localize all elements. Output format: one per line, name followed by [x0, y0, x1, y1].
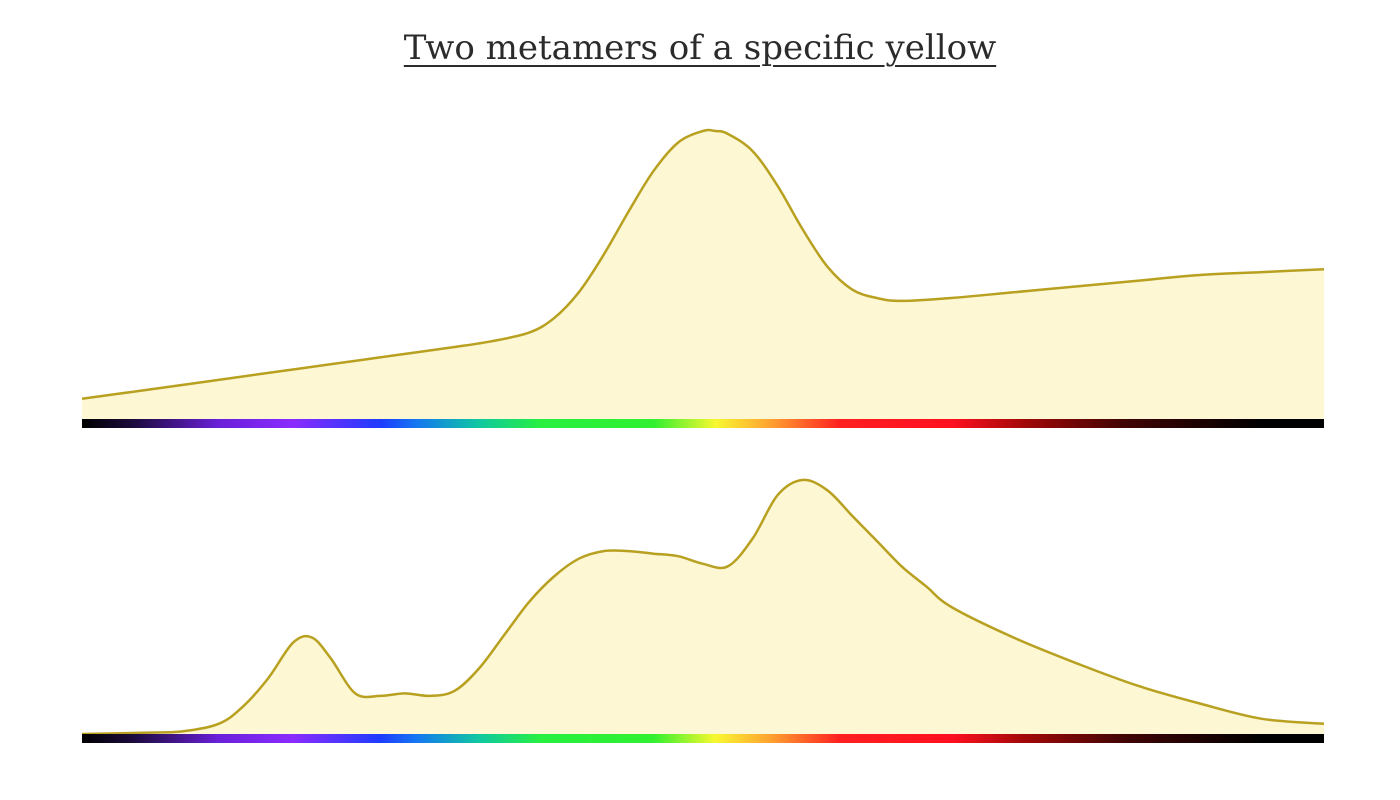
spectrum-area-fill — [82, 479, 1324, 734]
visible-spectrum-bar — [82, 419, 1324, 428]
spectral-power-curve — [81, 478, 1325, 736]
spectral-power-curve — [81, 128, 1325, 401]
spectrum-area-fill — [82, 130, 1324, 420]
visible-spectrum-bar — [82, 734, 1324, 743]
chart-title-text: Two metamers of a specific yellow — [403, 28, 997, 68]
metamer-panel-2 — [81, 478, 1325, 743]
metamer-panel-1 — [81, 128, 1325, 428]
chart-title: Two metamers of a specific yellow — [0, 28, 1400, 68]
